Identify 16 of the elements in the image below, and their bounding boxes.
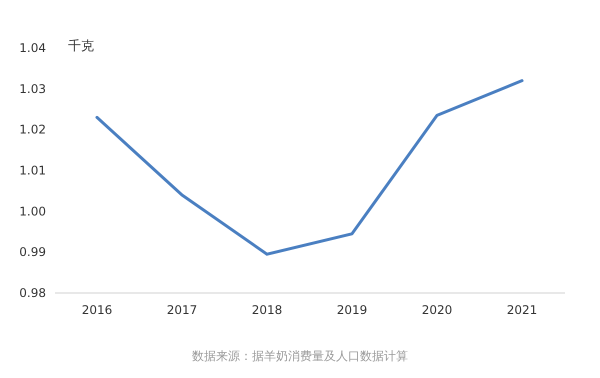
y-tick-label: 1.02: [19, 122, 46, 137]
y-tick-label: 1.03: [19, 82, 46, 96]
y-tick-label: 1.04: [19, 41, 46, 55]
x-tick-label: 2018: [252, 303, 282, 317]
y-axis-title: 千克: [68, 39, 94, 54]
line-series: [96, 79, 524, 256]
y-tick-label: 1.00: [19, 204, 46, 218]
y-tick-label: 0.98: [19, 286, 46, 300]
y-tick-label: 1.01: [19, 164, 46, 178]
x-tick-label: 2019: [336, 303, 368, 317]
x-tick-label: 2017: [166, 303, 198, 317]
source-note: 数据来源：据羊奶消费量及人口数据计算: [192, 349, 408, 363]
y-tick-label: 0.99: [19, 245, 46, 260]
x-tick-label: 2021: [506, 303, 538, 317]
x-tick-label: 2020: [422, 303, 452, 317]
x-tick-label: 2016: [82, 303, 112, 317]
